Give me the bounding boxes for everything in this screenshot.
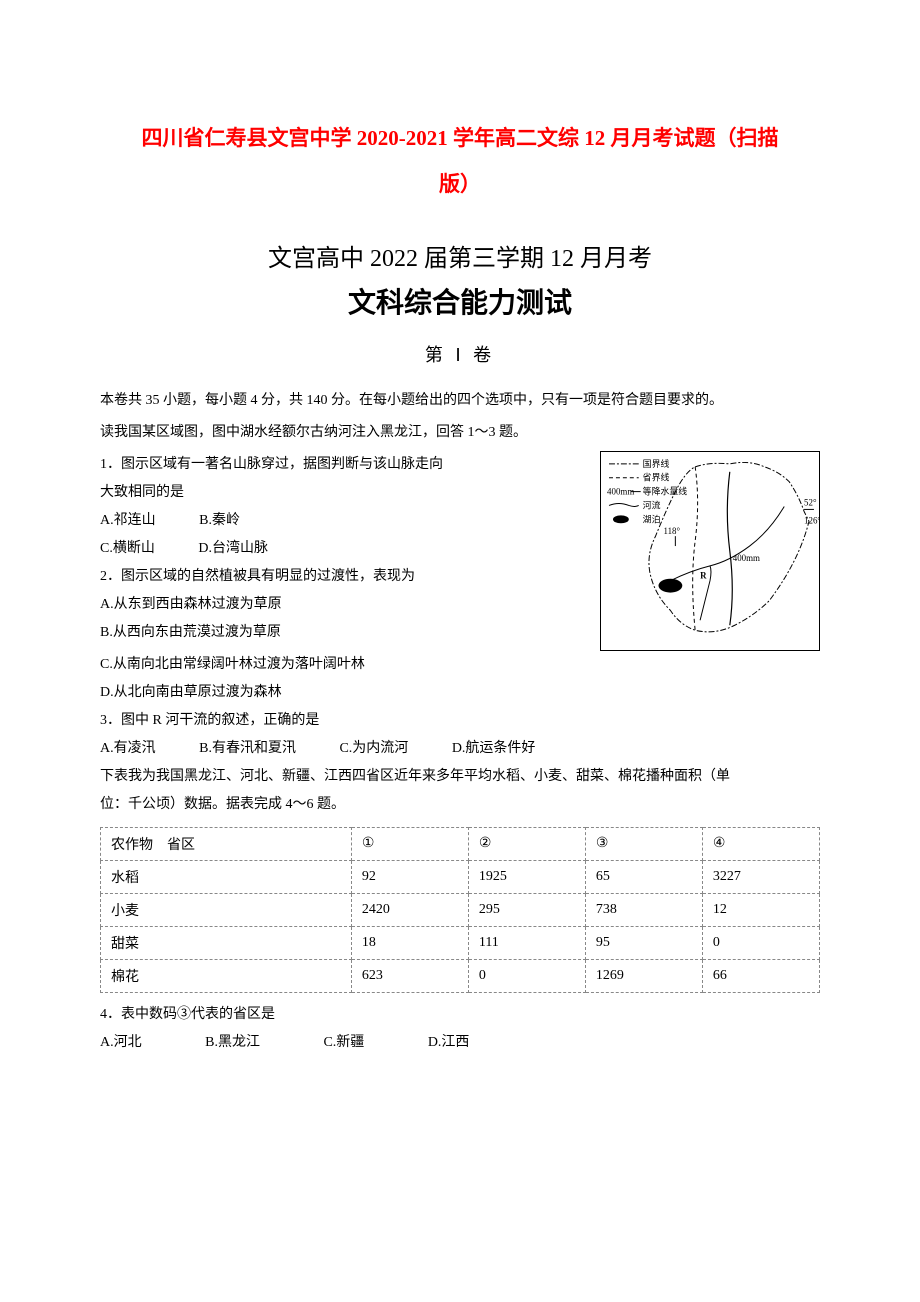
q2-stem: 2．图示区域的自然植被具有明显的过渡性，表现为 xyxy=(100,563,580,591)
cell-v2: 1925 xyxy=(468,860,585,893)
document-title-line2: 版） xyxy=(100,168,820,198)
q1-option-c: C.横断山 xyxy=(100,535,155,563)
map-lat-52: 52° xyxy=(804,497,817,507)
cell-v1: 18 xyxy=(351,926,468,959)
map-lon-118: 118° xyxy=(663,526,680,536)
q1-option-b: B.秦岭 xyxy=(199,507,240,535)
cell-v3: 1269 xyxy=(585,959,702,992)
q3-option-b: B.有春汛和夏汛 xyxy=(199,735,296,763)
document-title-line1: 四川省仁寿县文宫中学 2020-2021 学年高二文综 12 月月考试题（扫描 xyxy=(100,120,820,158)
q2-option-b: B.从西向东由荒漠过渡为草原 xyxy=(100,619,580,647)
q4-option-a: A.河北 xyxy=(100,1029,142,1057)
table-header-row: 农作物 省区 ① ② ③ ④ xyxy=(101,827,820,860)
th-col4: ④ xyxy=(702,827,819,860)
cell-crop: 水稻 xyxy=(101,860,352,893)
cell-crop: 小麦 xyxy=(101,893,352,926)
legend-lake: 湖泊 xyxy=(643,514,661,524)
q1-option-d: D.台湾山脉 xyxy=(198,535,268,563)
cell-v3: 95 xyxy=(585,926,702,959)
q3-option-c: C.为内流河 xyxy=(339,735,408,763)
q3-option-a: A.有凌汛 xyxy=(100,735,156,763)
th-col3: ③ xyxy=(585,827,702,860)
q2-option-c: C.从南向北由常绿阔叶林过渡为落叶阔叶林 xyxy=(100,651,820,679)
q1-stem-line1: 1．图示区域有一著名山脉穿过，据图判断与该山脉走向 xyxy=(100,451,580,479)
table-row: 水稻 92 1925 65 3227 xyxy=(101,860,820,893)
legend-precip-line: 等降水量线 xyxy=(643,485,688,496)
q3-option-d: D.航运条件好 xyxy=(452,735,536,763)
legend-provincial-border: 省界线 xyxy=(643,472,670,483)
region-map-figure: 国界线 省界线 400mm 等降水量线 河流 湖泊 xyxy=(600,451,820,651)
table-intro-line2: 位：千公顷）数据。据表完成 4～6 题。 xyxy=(100,791,820,819)
cell-v3: 738 xyxy=(585,893,702,926)
cell-v4: 66 xyxy=(702,959,819,992)
q1-options-row1: A.祁连山 B.秦岭 xyxy=(100,507,580,535)
exam-title: 文科综合能力测试 xyxy=(100,281,820,321)
map-svg: 国界线 省界线 400mm 等降水量线 河流 湖泊 xyxy=(601,452,819,650)
legend-river: 河流 xyxy=(643,499,661,510)
q1-q2-block: 1．图示区域有一著名山脉穿过，据图判断与该山脉走向 大致相同的是 A.祁连山 B… xyxy=(100,451,820,651)
cell-v1: 623 xyxy=(351,959,468,992)
th-crop-province: 农作物 省区 xyxy=(101,827,352,860)
q4-options: A.河北 B.黑龙江 C.新疆 D.江西 xyxy=(100,1029,820,1057)
cell-v3: 65 xyxy=(585,860,702,893)
q2-option-a: A.从东到西由森林过渡为草原 xyxy=(100,591,580,619)
q4-option-b: B.黑龙江 xyxy=(205,1029,260,1057)
table-row: 小麦 2420 295 738 12 xyxy=(101,893,820,926)
crop-area-table: 农作物 省区 ① ② ③ ④ 水稻 92 1925 65 3227 小麦 242… xyxy=(100,827,820,993)
cell-v4: 0 xyxy=(702,926,819,959)
exam-subtitle: 文宫高中 2022 届第三学期 12 月月考 xyxy=(100,238,820,273)
exam-page: 四川省仁寿县文宫中学 2020-2021 学年高二文综 12 月月考试题（扫描 … xyxy=(0,0,920,1302)
q4-stem: 4．表中数码③代表的省区是 xyxy=(100,1001,820,1029)
legend-national-border: 国界线 xyxy=(643,458,670,469)
table-row: 甜菜 18 111 95 0 xyxy=(101,926,820,959)
th-col1: ① xyxy=(351,827,468,860)
cell-v2: 0 xyxy=(468,959,585,992)
q3-stem: 3．图中 R 河干流的叙述，正确的是 xyxy=(100,707,820,735)
volume-header: 第 Ⅰ 卷 xyxy=(100,341,820,367)
th-col2: ② xyxy=(468,827,585,860)
q2-option-d: D.从北向南由草原过渡为森林 xyxy=(100,679,820,707)
cell-v2: 295 xyxy=(468,893,585,926)
q4-option-d: D.江西 xyxy=(428,1029,470,1057)
cell-v4: 12 xyxy=(702,893,819,926)
cell-crop: 棉花 xyxy=(101,959,352,992)
map-river-r-label: R xyxy=(700,571,707,581)
cell-v4: 3227 xyxy=(702,860,819,893)
q1-option-a: A.祁连山 xyxy=(100,507,156,535)
cell-crop: 甜菜 xyxy=(101,926,352,959)
instructions-line1: 本卷共 35 小题，每小题 4 分，共 140 分。在每小题给出的四个选项中，只… xyxy=(100,387,820,415)
legend-precip-value: 400mm xyxy=(607,486,634,496)
table-intro-line1: 下表我为我国黑龙江、河北、新疆、江西四省区近年来多年平均水稻、小麦、甜菜、棉花播… xyxy=(100,763,820,791)
cell-v1: 2420 xyxy=(351,893,468,926)
q3-options: A.有凌汛 B.有春汛和夏汛 C.为内流河 D.航运条件好 xyxy=(100,735,820,763)
q4-option-c: C.新疆 xyxy=(323,1029,364,1057)
q1-stem-line2: 大致相同的是 xyxy=(100,479,580,507)
map-lon-126: 126° xyxy=(804,515,819,525)
cell-v1: 92 xyxy=(351,860,468,893)
table-row: 棉花 623 0 1269 66 xyxy=(101,959,820,992)
instructions-line2: 读我国某区域图，图中湖水经额尔古纳河注入黑龙江，回答 1～3 题。 xyxy=(100,419,820,447)
q1-options-row2: C.横断山 D.台湾山脉 xyxy=(100,535,580,563)
cell-v2: 111 xyxy=(468,926,585,959)
